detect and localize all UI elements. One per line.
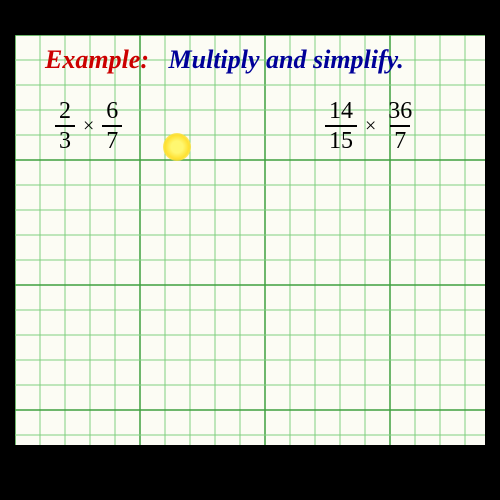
grid-lines bbox=[15, 35, 485, 445]
fraction: 2 3 bbox=[55, 99, 75, 153]
problem-1: 2 3 × 6 7 bbox=[55, 99, 122, 153]
instruction-text: Multiply and simplify. bbox=[169, 45, 404, 74]
fraction: 14 15 bbox=[325, 99, 357, 153]
multiply-icon: × bbox=[81, 115, 96, 138]
example-label: Example: bbox=[45, 45, 149, 74]
numerator: 36 bbox=[384, 99, 416, 125]
numerator: 2 bbox=[55, 99, 75, 125]
problem-2: 14 15 × 36 7 bbox=[325, 99, 416, 153]
fraction: 36 7 bbox=[384, 99, 416, 153]
denominator: 7 bbox=[390, 125, 410, 153]
highlighter-cursor-icon bbox=[163, 133, 191, 161]
denominator: 7 bbox=[102, 125, 122, 153]
denominator: 3 bbox=[55, 125, 75, 153]
denominator: 15 bbox=[325, 125, 357, 153]
graph-paper: Example: Multiply and simplify. 2 3 × 6 … bbox=[15, 35, 485, 445]
numerator: 14 bbox=[325, 99, 357, 125]
multiply-icon: × bbox=[363, 115, 378, 138]
video-frame: Example: Multiply and simplify. 2 3 × 6 … bbox=[0, 0, 500, 500]
fraction: 6 7 bbox=[102, 99, 122, 153]
numerator: 6 bbox=[102, 99, 122, 125]
page-title: Example: Multiply and simplify. bbox=[45, 45, 404, 75]
